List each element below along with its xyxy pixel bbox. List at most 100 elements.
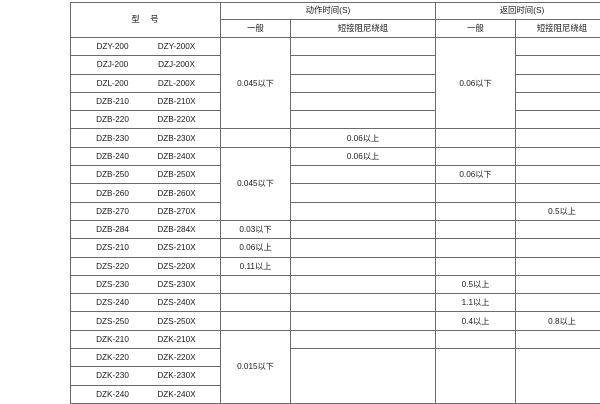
model-code-primary: DZS-210 — [82, 243, 144, 252]
action-damping-empty — [291, 294, 436, 312]
action-damping-empty — [291, 330, 436, 348]
action-damping-empty — [291, 275, 436, 293]
model-code-primary: DZB-270 — [82, 207, 144, 216]
return-general-empty — [436, 330, 516, 348]
return-general-value: 0.5以上 — [436, 275, 516, 293]
action-damping-empty — [291, 166, 436, 184]
return-damping-empty — [516, 257, 600, 275]
return-damping-empty — [516, 294, 600, 312]
action-damping-empty — [291, 220, 436, 238]
return-general-value: 0.06以下 — [436, 38, 516, 129]
action-general-value: 0.045以下 — [221, 147, 291, 220]
return-damping-value: 0.8以上 — [516, 312, 600, 330]
relay-specification-table: 型 号 动作时间(S) 返回时间(S) 一般 短接阻尼绕组 一般 短接阻尼绕组 … — [70, 2, 600, 404]
action-damping-empty — [291, 184, 436, 202]
action-general-empty — [221, 312, 291, 330]
column-group-action-time: 动作时间(S) — [221, 3, 436, 20]
model-code-variant: DZS-220X — [144, 262, 210, 271]
model-code-primary: DZK-220 — [82, 353, 144, 362]
return-general-empty — [436, 257, 516, 275]
action-damping-empty — [291, 257, 436, 275]
action-damping-empty — [291, 92, 436, 110]
action-general-value: 0.045以下 — [221, 38, 291, 129]
return-general-empty — [436, 220, 516, 238]
model-code-variant: DZK-210X — [144, 335, 210, 344]
return-general-empty — [436, 349, 516, 404]
model-code-variant: DZK-240X — [144, 390, 210, 399]
model-code-primary: DZL-200 — [82, 79, 144, 88]
model-code-primary: DZS-220 — [82, 262, 144, 271]
return-general-empty — [436, 202, 516, 220]
return-general-value: 0.06以下 — [436, 166, 516, 184]
model-code-primary: DZB-210 — [82, 97, 144, 106]
return-damping-empty — [516, 92, 600, 110]
column-header-action-general: 一般 — [221, 20, 291, 38]
action-general-empty — [221, 294, 291, 312]
action-general-value: 0.015以下 — [221, 330, 291, 403]
return-damping-empty — [516, 239, 600, 257]
return-damping-empty — [516, 220, 600, 238]
action-damping-empty — [291, 111, 436, 129]
model-code-variant: DZS-240X — [144, 298, 210, 307]
action-damping-empty — [291, 312, 436, 330]
return-damping-empty — [516, 349, 600, 404]
return-damping-empty — [516, 184, 600, 202]
action-damping-empty — [291, 202, 436, 220]
return-general-empty — [436, 239, 516, 257]
column-group-return-time: 返回时间(S) — [436, 3, 600, 20]
return-damping-empty — [516, 38, 600, 56]
return-damping-empty — [516, 56, 600, 74]
model-code-variant: DZB-220X — [144, 115, 210, 124]
model-code-primary: DZY-200 — [82, 42, 144, 51]
action-general-empty — [221, 129, 291, 147]
return-damping-empty — [516, 129, 600, 147]
return-general-empty — [436, 147, 516, 165]
model-code-variant: DZS-250X — [144, 317, 210, 326]
model-code-primary: DZK-210 — [82, 335, 144, 344]
action-damping-empty — [291, 56, 436, 74]
column-header-return-damping: 短接阻尼绕组 — [516, 20, 600, 38]
return-general-value: 1.1以上 — [436, 294, 516, 312]
model-code-variant: DZB-284X — [144, 225, 210, 234]
model-code-variant: DZB-230X — [144, 134, 210, 143]
return-damping-value: 0.5以上 — [516, 202, 600, 220]
model-code-variant: DZS-210X — [144, 243, 210, 252]
model-code-primary: DZS-250 — [82, 317, 144, 326]
model-code-variant: DZB-260X — [144, 189, 210, 198]
return-damping-empty — [516, 275, 600, 293]
model-code-primary: DZK-240 — [82, 390, 144, 399]
return-damping-empty — [516, 147, 600, 165]
return-general-empty — [436, 129, 516, 147]
header-row-groups: 型 号 动作时间(S) 返回时间(S) — [71, 3, 600, 20]
